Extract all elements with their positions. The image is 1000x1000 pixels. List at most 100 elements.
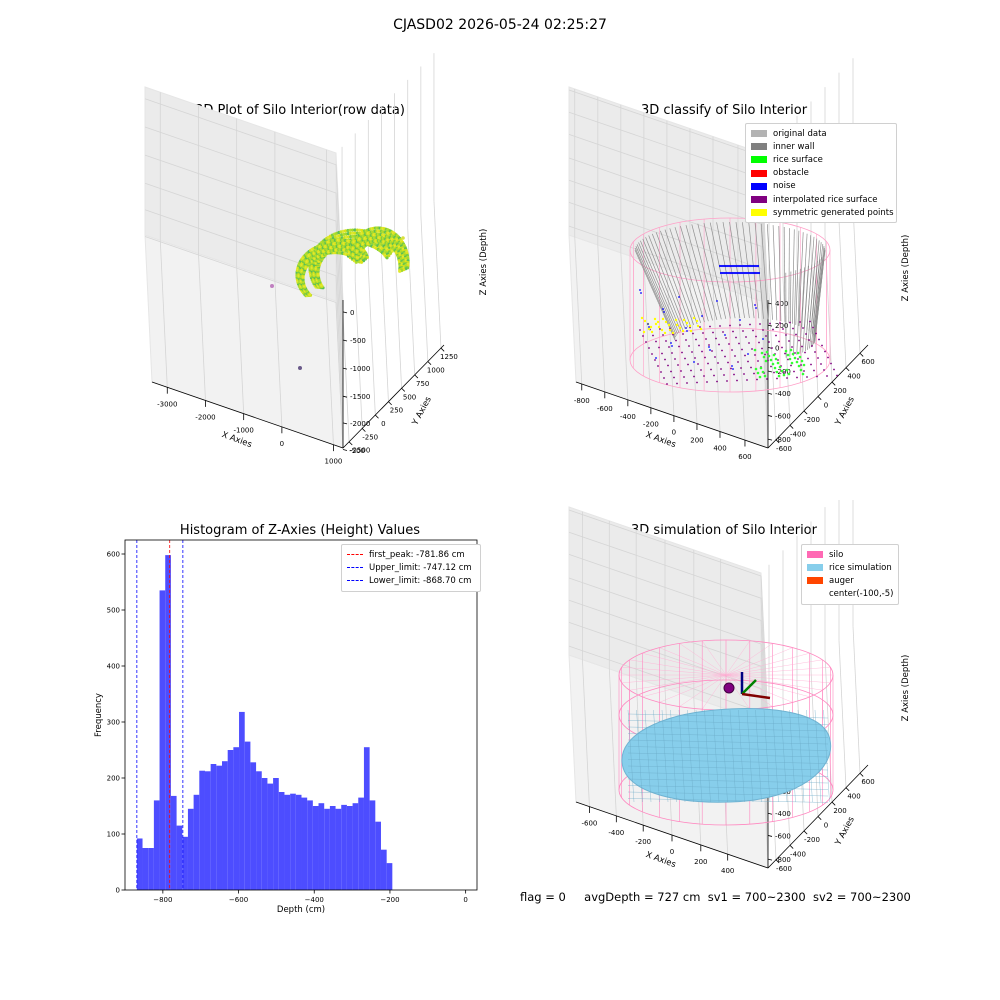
cls-noise-point: [726, 264, 730, 268]
cls-silo-ring: [629, 327, 831, 393]
raw-data-point: [390, 249, 394, 253]
cls-z-tick: [767, 324, 773, 327]
cls-symmetric-point: [678, 326, 682, 330]
cls-rice-surface-point: [799, 368, 803, 372]
histogram-bar: [380, 849, 387, 890]
cls-noise-point: [719, 271, 723, 275]
sim-rice-mesh-line: [644, 709, 652, 803]
cls-interpolated-point: [748, 342, 750, 344]
cls-z-tick-label: -400: [775, 390, 791, 398]
cls-x-grid: [737, 293, 746, 441]
cls-interpolated-point: [761, 347, 763, 350]
cls-rice-surface-point: [773, 366, 777, 370]
histogram-legend-entry: Lower_limit: -868.70 cm: [347, 574, 475, 587]
sim-rice-mesh-line: [627, 765, 829, 771]
cls-interpolated-point: [717, 362, 719, 364]
avg-depth-text: avgDepth = 727 cm: [584, 890, 701, 904]
cls-inner-wall-line: [802, 265, 809, 353]
histogram-bar: [148, 848, 154, 890]
cls-interpolated-point: [692, 332, 694, 335]
cls-noise-point: [730, 264, 734, 268]
sim-y-tick: [845, 787, 850, 792]
cls-interpolated-point: [827, 356, 829, 359]
raw-y-tick: [361, 428, 366, 432]
cls-interpolated-point: [723, 374, 725, 376]
histogram-bar: [386, 863, 393, 890]
sim-y-tick-label: -600: [776, 865, 792, 873]
raw-data-point: [398, 269, 402, 273]
cls-interpolated-point: [708, 344, 710, 346]
cls-symmetric-point: [640, 316, 644, 320]
cls-y-tick: [803, 410, 808, 415]
cls-rice-surface-point: [787, 372, 791, 376]
raw-y-grid: [420, 214, 429, 362]
cls-y-tick-label: 0: [824, 402, 828, 410]
simulation-legend-swatch: [807, 551, 823, 559]
histogram-legend-swatch: [347, 554, 363, 556]
cls-interpolated-point: [810, 363, 812, 366]
cls-interpolated-point: [756, 378, 758, 381]
simulation-legend-swatch: [807, 577, 823, 585]
raw-z-grid: [144, 236, 344, 450]
raw-y-tick: [375, 414, 379, 419]
cls-y-tick-label: -400: [790, 430, 806, 438]
cls-noise-point: [662, 308, 664, 310]
sim-z-tick: [767, 812, 773, 815]
histogram-bar: [261, 778, 268, 890]
cls-interpolated-point: [704, 356, 706, 359]
cls-noise-point: [757, 271, 761, 275]
sim-z-tick: [767, 858, 773, 861]
cls-interpolated-point: [816, 375, 818, 378]
raw-z-tick: [342, 449, 348, 451]
classify-legend-entry: interpolated rice surface: [751, 193, 891, 206]
cls-interpolated-point: [709, 325, 711, 328]
cls-interpolated-point: [790, 364, 792, 367]
cls-rice-surface-point: [762, 355, 766, 359]
cls-interpolated-point: [665, 340, 667, 342]
histogram-bar: [363, 747, 370, 890]
cls-y-tick-label: 200: [833, 387, 846, 395]
cls-y-grid: [768, 292, 777, 440]
cls-rice-surface-point: [776, 361, 780, 365]
raw-z-grid: [144, 154, 344, 369]
cls-inner-wall-line: [674, 227, 705, 323]
cls-interpolated-point: [793, 370, 795, 373]
cls-noise-point: [708, 346, 710, 348]
cls-symmetric-point: [668, 328, 672, 332]
classify-legend-label: obstacle: [773, 168, 809, 179]
sim-y-grid: [838, 640, 847, 788]
sv1-text: sv1 = 700~2300: [707, 890, 806, 904]
sim-rice-mesh-line: [721, 709, 728, 803]
cls-y-tick: [831, 381, 836, 386]
raw-outlier-point: [270, 284, 274, 288]
cls-interpolated-point: [784, 352, 786, 355]
cls-rice-surface-point: [756, 371, 760, 375]
classify-legend-label: inner wall: [773, 141, 815, 152]
cls-noise-point: [724, 264, 728, 268]
raw-data-point: [353, 231, 357, 235]
cls-y-grid: [838, 220, 847, 368]
cls-interpolated-point: [721, 349, 723, 352]
cls-z-tick-label: -200: [775, 368, 791, 376]
raw-x-tick-label: -2000: [195, 413, 215, 421]
cls-x-axis-line: [575, 381, 769, 449]
sim-rice-mesh-line: [687, 709, 694, 803]
cls-interpolated-point: [783, 371, 785, 373]
histogram-bar: [358, 797, 364, 890]
cls-inner-wall-line: [636, 244, 677, 336]
raw-x-grid: [236, 266, 245, 414]
raw-y-grid: [394, 241, 402, 389]
cls-symmetric-point: [667, 323, 671, 327]
cls-noise-point: [739, 271, 743, 275]
cls-rice-surface-point: [785, 368, 789, 372]
cls-noise-point: [744, 264, 748, 268]
cls-rice-surface-point: [753, 348, 757, 352]
cls-interpolated-point: [725, 337, 727, 339]
cls-interpolated-point: [718, 343, 720, 346]
cls-y-grid: [824, 235, 833, 383]
histogram-title: Histogram of Z-Axies (Height) Values: [179, 523, 421, 538]
histogram-x-tick-label: −400: [305, 896, 324, 904]
sim-rice-mesh-line: [627, 733, 829, 738]
cls-rice-surface-point: [800, 359, 804, 363]
cls-interpolated-point: [796, 376, 798, 379]
